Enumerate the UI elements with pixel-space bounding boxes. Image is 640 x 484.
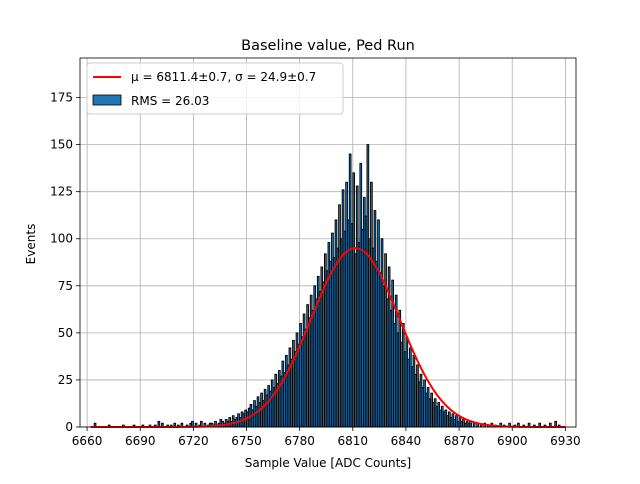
x-axis-label: Sample Value [ADC Counts] bbox=[245, 456, 411, 470]
y-tick-label: 150 bbox=[50, 138, 73, 152]
y-tick-label: 100 bbox=[50, 232, 73, 246]
legend: μ = 6811.4±0.7, σ = 24.9±0.7 RMS = 26.03 bbox=[86, 62, 344, 115]
y-tick-label: 175 bbox=[50, 91, 73, 105]
y-axis-label: Events bbox=[24, 224, 38, 265]
x-tick-label: 6780 bbox=[284, 434, 315, 448]
legend-hist-label: RMS = 26.03 bbox=[131, 94, 209, 108]
x-tick-label: 6810 bbox=[338, 434, 369, 448]
x-tick-label: 6660 bbox=[72, 434, 103, 448]
y-tick-label: 125 bbox=[50, 185, 73, 199]
plot-frame bbox=[79, 57, 577, 428]
histogram-bar bbox=[472, 422, 476, 428]
y-axis-ticks: 0 25 50 75 100 125 150 175 bbox=[50, 91, 80, 434]
x-tick-label: 6900 bbox=[497, 434, 528, 448]
legend-fit-label: μ = 6811.4±0.7, σ = 24.9±0.7 bbox=[131, 70, 316, 84]
chart-title: Baseline value, Ped Run bbox=[241, 38, 415, 54]
y-tick-label: 75 bbox=[58, 279, 73, 293]
x-tick-label: 6750 bbox=[231, 434, 262, 448]
x-axis-ticks: 6660 6690 6720 6750 6780 6810 6840 6870 6900 6930 bbox=[72, 427, 581, 448]
x-tick-label: 6870 bbox=[444, 434, 475, 448]
y-tick-label: 0 bbox=[65, 420, 73, 434]
legend-hist-patch bbox=[92, 94, 122, 106]
x-tick-label: 6840 bbox=[391, 434, 422, 448]
legend-box bbox=[86, 62, 344, 115]
y-tick-label: 25 bbox=[58, 373, 73, 387]
y-tick-label: 50 bbox=[58, 326, 73, 340]
histogram-bars bbox=[93, 144, 561, 428]
x-tick-label: 6690 bbox=[125, 434, 156, 448]
x-tick-label: 6720 bbox=[178, 434, 209, 448]
x-tick-label: 6930 bbox=[550, 434, 581, 448]
